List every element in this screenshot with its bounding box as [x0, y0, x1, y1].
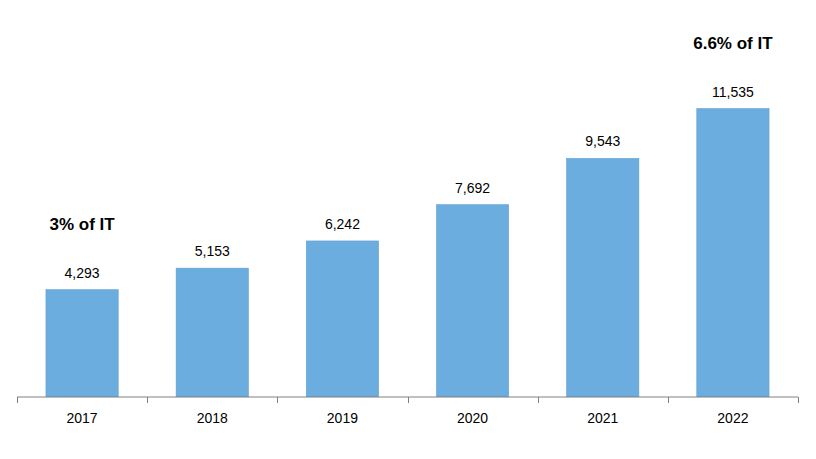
chart: 2017 2018 2019 2020 2021 2022 4,293 5,153 6,242 7… [0, 0, 816, 459]
x-tick [538, 397, 539, 403]
annotation: 3% of IT [49, 215, 115, 234]
bar [436, 205, 508, 397]
annotation: 6.6% of IT [693, 34, 773, 53]
x-tick [17, 397, 18, 403]
x-tick-label: 2017 [67, 410, 98, 426]
x-tick-label: 2022 [717, 410, 748, 426]
data-label: 7,692 [455, 180, 490, 196]
data-label: 5,153 [195, 243, 230, 259]
bar [306, 241, 378, 397]
x-axis [17, 397, 798, 398]
x-tick-label: 2021 [587, 410, 618, 426]
data-label: 4,293 [65, 265, 100, 281]
data-label: 9,543 [585, 133, 620, 149]
x-tick [408, 397, 409, 403]
x-tick-label: 2020 [457, 410, 488, 426]
x-tick [277, 397, 278, 403]
x-tick-label: 2019 [327, 410, 358, 426]
bar [567, 158, 639, 397]
x-tick [147, 397, 148, 403]
x-tick-label: 2018 [197, 410, 228, 426]
data-label: 6,242 [325, 216, 360, 232]
bar [46, 290, 118, 397]
bar [176, 268, 248, 397]
bars [46, 109, 769, 397]
bar [697, 109, 769, 397]
x-tick [798, 397, 799, 403]
data-label: 11,535 [712, 84, 754, 100]
x-tick [668, 397, 669, 403]
